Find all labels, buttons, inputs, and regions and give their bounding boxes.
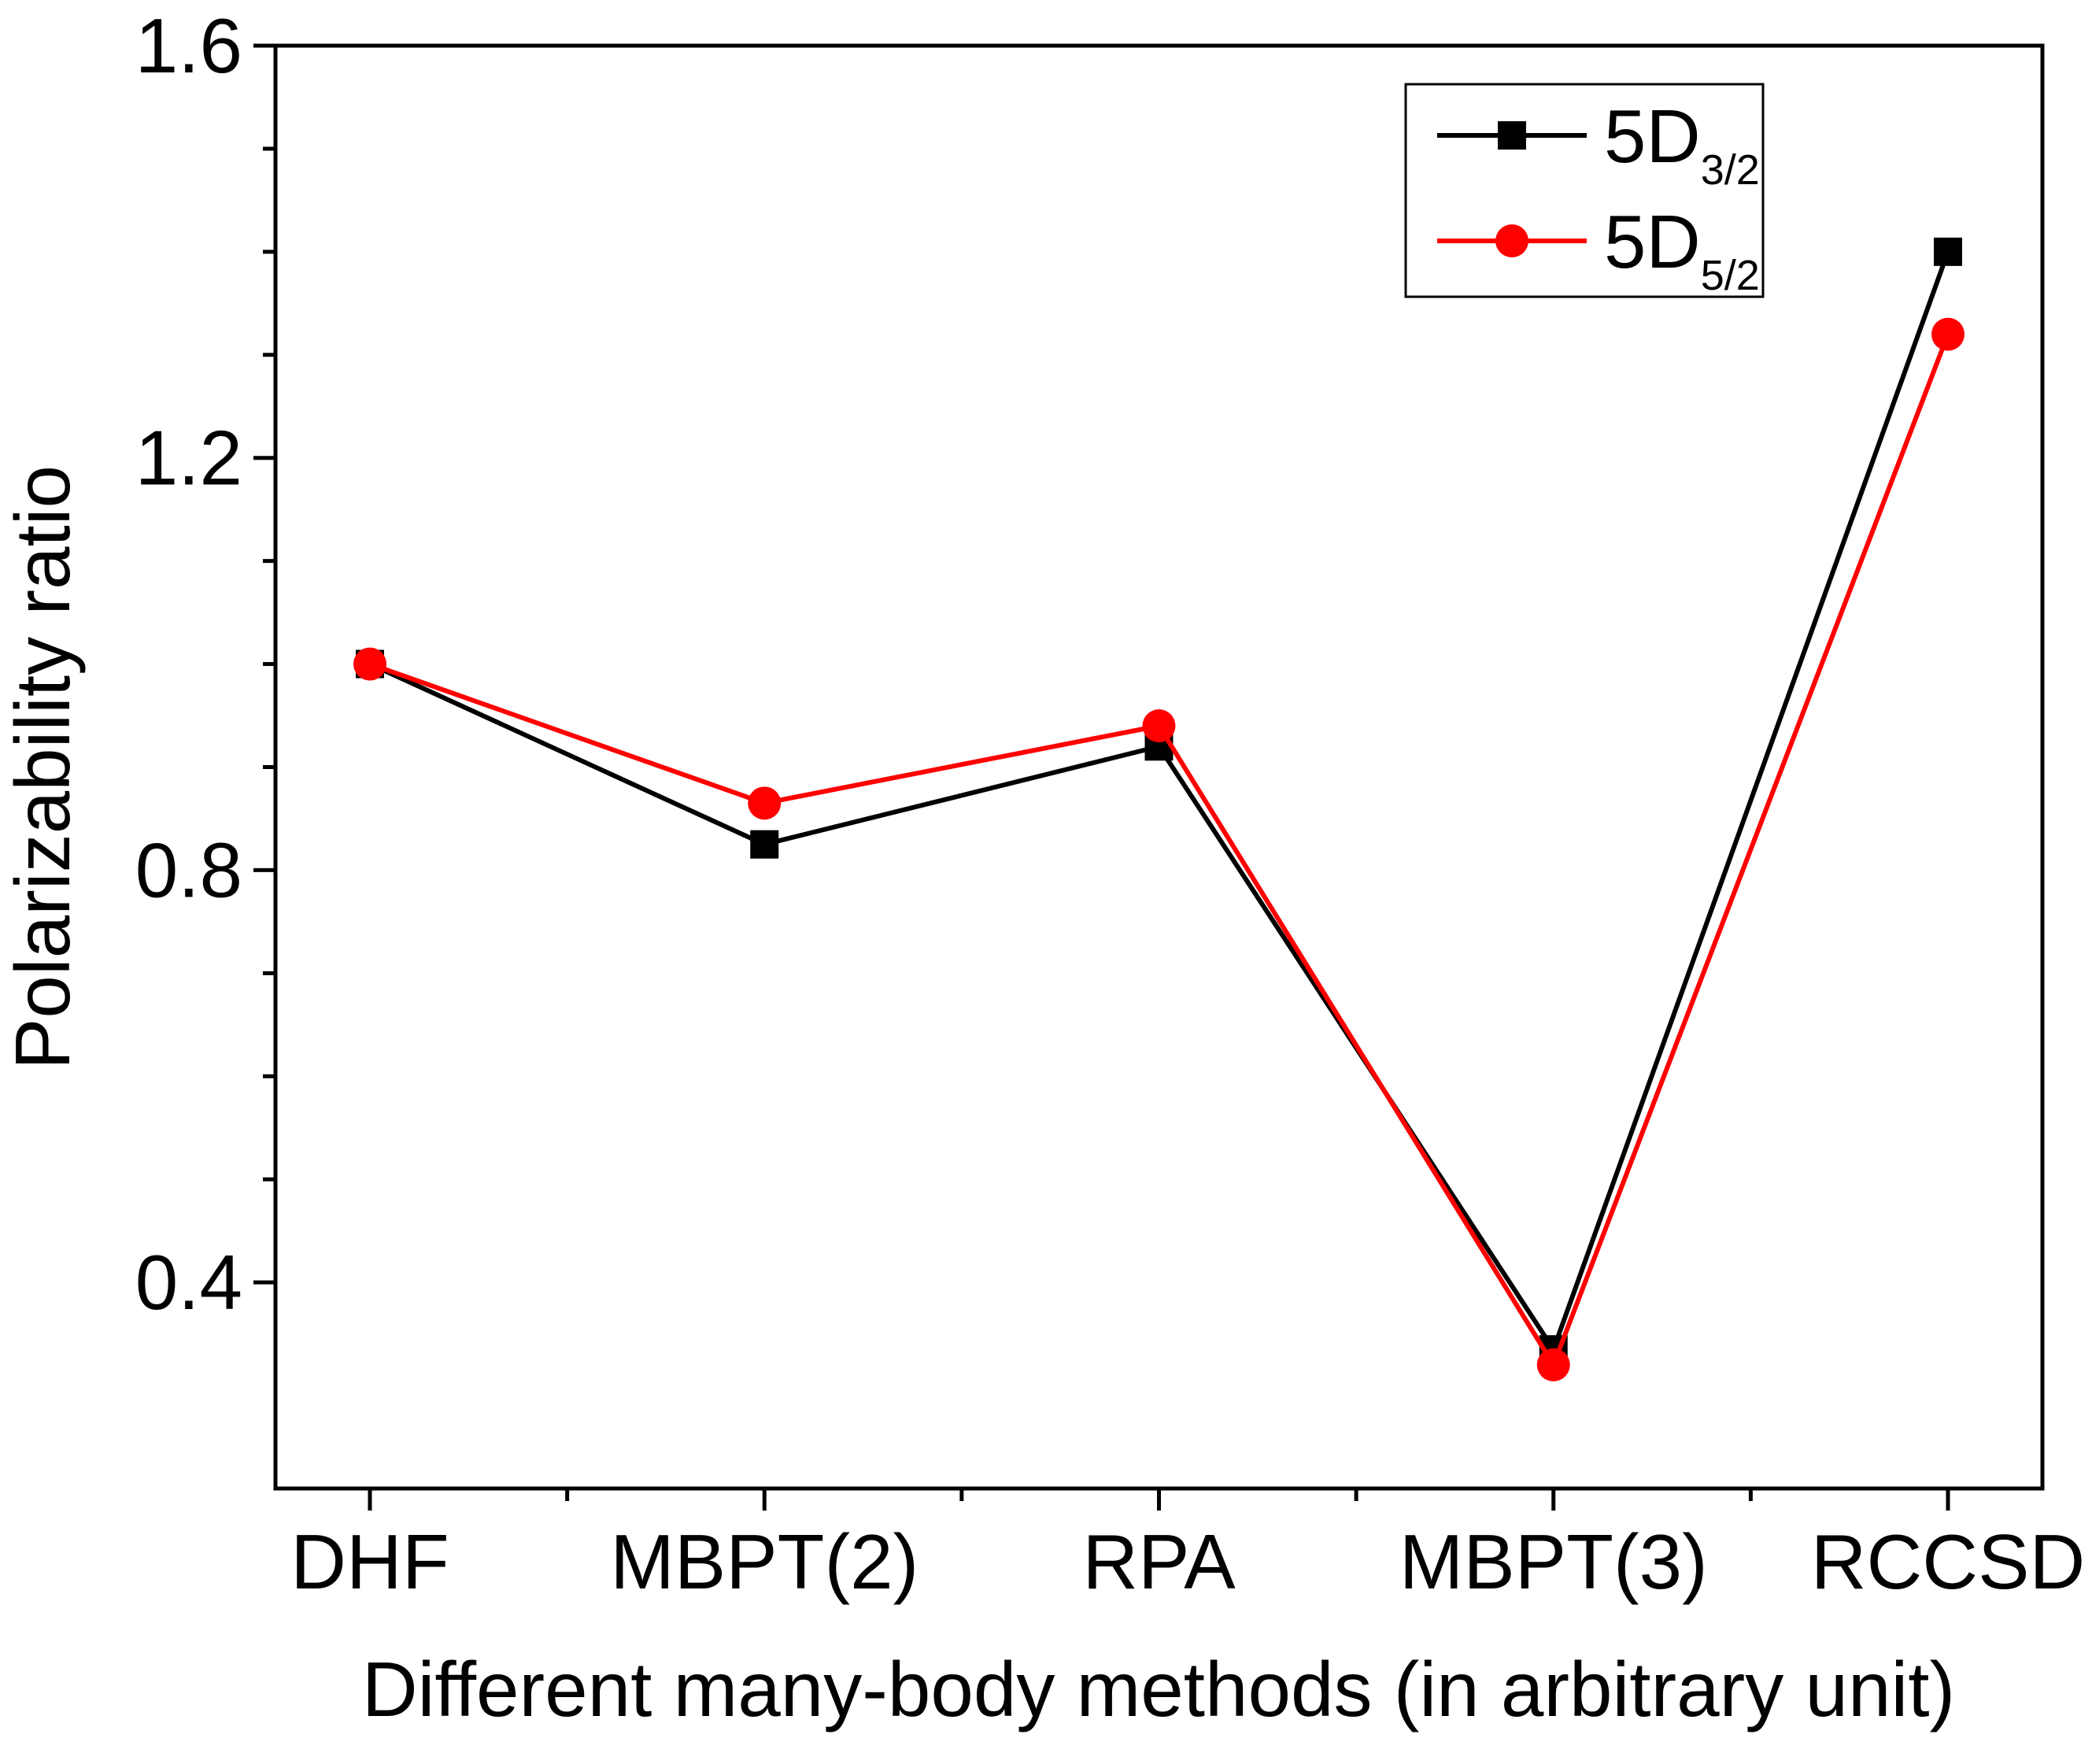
- y-axis-ticks: 0.4 0.8 1.2 1.6: [135, 2, 275, 1326]
- y-tick-label: 0.4: [135, 1239, 242, 1326]
- x-tick-label: MBPT(2): [610, 1518, 918, 1605]
- x-tick-label: RCCSD: [1811, 1518, 2085, 1605]
- series-0: [356, 237, 1962, 1364]
- series-line: [369, 333, 1950, 1370]
- y-axis-title: Polarizability ratio: [0, 465, 86, 1070]
- data-point-circle: [353, 647, 386, 681]
- data-point-circle: [1142, 709, 1176, 743]
- legend: 5D3/2 5D5/2: [1404, 83, 1765, 299]
- y-tick-label: 1.2: [135, 415, 242, 501]
- legend-label-5d52: 5D5/2: [1604, 200, 1760, 299]
- y-tick-label: 1.6: [135, 2, 242, 89]
- x-tick-label: MBPT(3): [1399, 1518, 1708, 1605]
- legend-marker-5d32: [1498, 121, 1526, 150]
- plot-frame: [273, 43, 2045, 1491]
- x-axis-title: Different many-body methods (in arbitrar…: [362, 1646, 1955, 1733]
- series-line: [368, 250, 1950, 1355]
- data-point-square: [750, 830, 779, 859]
- legend-marker-5d52: [1495, 224, 1528, 257]
- x-tick-label: DHF: [290, 1518, 449, 1605]
- data-point-circle: [1931, 317, 1964, 351]
- series-layer: [353, 237, 1964, 1381]
- legend-label-5d32: 5D3/2: [1604, 94, 1760, 194]
- x-tick-label: RPA: [1082, 1518, 1236, 1605]
- data-point-circle: [748, 786, 782, 820]
- legend-box: [1404, 83, 1765, 298]
- y-tick-label: 0.8: [135, 827, 242, 913]
- data-point-square: [1934, 237, 1962, 266]
- x-axis-ticks: DHF MBPT(2) RPA MBPT(3) RCCSD: [290, 1488, 2085, 1605]
- data-point-circle: [1536, 1348, 1570, 1381]
- series-1: [353, 317, 1964, 1381]
